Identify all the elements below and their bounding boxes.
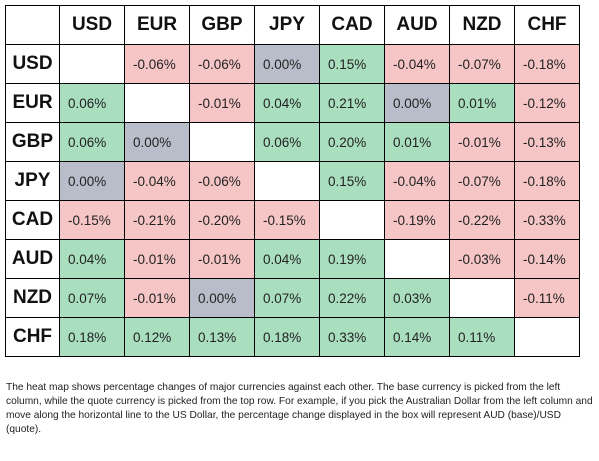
row-header-cad: CAD	[5, 200, 60, 240]
heatmap-cell-gbp-aud: 0.01%	[384, 122, 450, 162]
heatmap-cell-aud-gbp: -0.01%	[189, 239, 255, 279]
heatmap-cell-cad-aud: -0.19%	[384, 200, 450, 240]
heatmap-cell-aud-jpy: 0.04%	[254, 239, 320, 279]
heatmap-row-eur: EUR 0.06% -0.01% 0.04% 0.21% 0.00% 0.01% -0.12%	[5, 83, 580, 123]
heatmap-cell-jpy-usd: 0.00%	[59, 161, 125, 201]
heatmap-cell-usd-gbp: -0.06%	[189, 44, 255, 84]
heatmap-row-nzd: NZD 0.07% -0.01% 0.00% 0.07% 0.22% 0.03% -0.11%	[5, 278, 580, 318]
heatmap-cell-eur-gbp: -0.01%	[189, 83, 255, 123]
heatmap-cell-aud-nzd: -0.03%	[449, 239, 515, 279]
row-header-jpy: JPY	[5, 161, 60, 201]
heatmap-cell-gbp-nzd: -0.01%	[449, 122, 515, 162]
column-header-cad: CAD	[319, 5, 385, 45]
heatmap-cell-usd-usd	[59, 44, 125, 84]
row-header-aud: AUD	[5, 239, 60, 279]
heatmap-cell-eur-nzd: 0.01%	[449, 83, 515, 123]
heatmap-cell-eur-eur	[124, 83, 190, 123]
heatmap-cell-chf-gbp: 0.13%	[189, 317, 255, 357]
heatmap-cell-nzd-nzd	[449, 278, 515, 318]
heatmap-cell-nzd-aud: 0.03%	[384, 278, 450, 318]
heatmap-cell-nzd-jpy: 0.07%	[254, 278, 320, 318]
heatmap-cell-aud-usd: 0.04%	[59, 239, 125, 279]
heatmap-cell-nzd-usd: 0.07%	[59, 278, 125, 318]
column-header-chf: CHF	[514, 5, 580, 45]
heatmap-cell-nzd-gbp: 0.00%	[189, 278, 255, 318]
heatmap-cell-jpy-cad: 0.15%	[319, 161, 385, 201]
currency-heatmap: USD EUR GBP JPY CAD AUD NZD CHF USD -0.06% -0.06% 0…	[5, 5, 580, 357]
row-header-eur: EUR	[5, 83, 60, 123]
heatmap-cell-aud-eur: -0.01%	[124, 239, 190, 279]
heatmap-cell-cad-nzd: -0.22%	[449, 200, 515, 240]
heatmap-cell-usd-aud: -0.04%	[384, 44, 450, 84]
heatmap-header-row: USD EUR GBP JPY CAD AUD NZD CHF	[5, 5, 580, 45]
heatmap-cell-cad-eur: -0.21%	[124, 200, 190, 240]
heatmap-cell-gbp-chf: -0.13%	[514, 122, 580, 162]
heatmap-cell-aud-aud	[384, 239, 450, 279]
heatmap-cell-nzd-eur: -0.01%	[124, 278, 190, 318]
heatmap-cell-gbp-cad: 0.20%	[319, 122, 385, 162]
heatmap-cell-eur-aud: 0.00%	[384, 83, 450, 123]
heatmap-cell-nzd-chf: -0.11%	[514, 278, 580, 318]
row-header-chf: CHF	[5, 317, 60, 357]
heatmap-cell-eur-cad: 0.21%	[319, 83, 385, 123]
heatmap-cell-chf-nzd: 0.11%	[449, 317, 515, 357]
heatmap-cell-chf-cad: 0.33%	[319, 317, 385, 357]
heatmap-cell-gbp-eur: 0.00%	[124, 122, 190, 162]
heatmap-cell-jpy-nzd: -0.07%	[449, 161, 515, 201]
heatmap-cell-chf-aud: 0.14%	[384, 317, 450, 357]
heatmap-cell-usd-eur: -0.06%	[124, 44, 190, 84]
heatmap-cell-jpy-gbp: -0.06%	[189, 161, 255, 201]
column-header-aud: AUD	[384, 5, 450, 45]
row-header-usd: USD	[5, 44, 60, 84]
column-header-jpy: JPY	[254, 5, 320, 45]
heatmap-row-gbp: GBP 0.06% 0.00% 0.06% 0.20% 0.01% -0.01% -0.13%	[5, 122, 580, 162]
heatmap-cell-cad-cad	[319, 200, 385, 240]
heatmap-body: USD EUR GBP JPY CAD AUD NZD CHF USD -0.06% -0.06% 0…	[5, 5, 580, 357]
heatmap-cell-gbp-usd: 0.06%	[59, 122, 125, 162]
heatmap-cell-chf-chf	[514, 317, 580, 357]
heatmap-cell-cad-jpy: -0.15%	[254, 200, 320, 240]
heatmap-cell-cad-usd: -0.15%	[59, 200, 125, 240]
heatmap-cell-cad-chf: -0.33%	[514, 200, 580, 240]
heatmap-cell-usd-chf: -0.18%	[514, 44, 580, 84]
column-header-nzd: NZD	[449, 5, 515, 45]
heatmap-cell-aud-cad: 0.19%	[319, 239, 385, 279]
column-header-usd: USD	[59, 5, 125, 45]
heatmap-cell-eur-jpy: 0.04%	[254, 83, 320, 123]
column-header-gbp: GBP	[189, 5, 255, 45]
heatmap-cell-jpy-aud: -0.04%	[384, 161, 450, 201]
heatmap-cell-aud-chf: -0.14%	[514, 239, 580, 279]
heatmap-cell-cad-gbp: -0.20%	[189, 200, 255, 240]
heatmap-cell-chf-usd: 0.18%	[59, 317, 125, 357]
heatmap-cell-gbp-gbp	[189, 122, 255, 162]
heatmap-cell-nzd-cad: 0.22%	[319, 278, 385, 318]
heatmap-row-chf: CHF 0.18% 0.12% 0.13% 0.18% 0.33% 0.14% 0.11%	[5, 317, 580, 357]
row-header-gbp: GBP	[5, 122, 60, 162]
heatmap-corner	[5, 5, 60, 45]
heatmap-cell-chf-jpy: 0.18%	[254, 317, 320, 357]
heatmap-cell-usd-nzd: -0.07%	[449, 44, 515, 84]
heatmap-cell-eur-chf: -0.12%	[514, 83, 580, 123]
heatmap-cell-usd-cad: 0.15%	[319, 44, 385, 84]
heatmap-cell-jpy-jpy	[254, 161, 320, 201]
heatmap-cell-usd-jpy: 0.00%	[254, 44, 320, 84]
heatmap-caption: The heat map shows percentage changes of…	[6, 382, 593, 435]
heatmap-cell-jpy-chf: -0.18%	[514, 161, 580, 201]
heatmap-row-aud: AUD 0.04% -0.01% -0.01% 0.04% 0.19% -0.03% -0.1…	[5, 239, 580, 279]
heatmap-cell-gbp-jpy: 0.06%	[254, 122, 320, 162]
heatmap-row-cad: CAD -0.15% -0.21% -0.20% -0.15% -0.19% -0.22% -…	[5, 200, 580, 240]
heatmap-cell-chf-eur: 0.12%	[124, 317, 190, 357]
row-header-nzd: NZD	[5, 278, 60, 318]
heatmap-row-jpy: JPY 0.00% -0.04% -0.06% 0.15% -0.04% -0.07% -0.…	[5, 161, 580, 201]
column-header-eur: EUR	[124, 5, 190, 45]
heatmap-cell-eur-usd: 0.06%	[59, 83, 125, 123]
heatmap-cell-jpy-eur: -0.04%	[124, 161, 190, 201]
heatmap-row-usd: USD -0.06% -0.06% 0.00% 0.15% -0.04% -0.07% -0.…	[5, 44, 580, 84]
